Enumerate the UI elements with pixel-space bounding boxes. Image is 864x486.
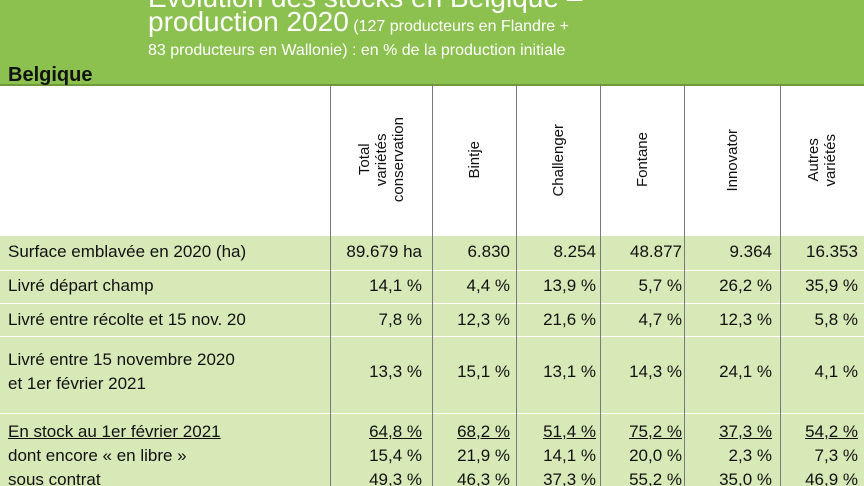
cell-bintje: 15,1 % — [457, 362, 510, 381]
cell-fontane: 55,2 % — [629, 470, 682, 486]
row-label: Livré entre 15 novembre 2020 — [8, 350, 235, 369]
cell-bintje: 4,4 % — [466, 276, 510, 295]
cell-innovator: 12,3 % — [719, 310, 772, 329]
cell-innovator: 35,0 % — [719, 470, 772, 486]
column-divider — [684, 84, 685, 486]
cell-innovator: 2,3 % — [728, 446, 772, 465]
column-header-autres: Autres variétés — [805, 133, 839, 187]
title-main: production 2020 — [148, 6, 349, 37]
cell-total: 15,4 % — [369, 446, 422, 465]
cell-autres: 46,9 % — [805, 470, 858, 486]
title-line-3: 83 producteurs en Wallonie) : en % de la… — [148, 42, 566, 59]
column-divider — [600, 84, 601, 486]
title-banner: Evolution des stocks en Belgique – produ… — [0, 0, 864, 84]
cell-challenger: 13,1 % — [543, 362, 596, 381]
row-label-continued: et 1er février 2021 — [8, 374, 146, 393]
corner-label: Belgique — [8, 64, 93, 86]
cell-fontane: 4,7 % — [638, 310, 682, 329]
cell-challenger: 13,9 % — [543, 276, 596, 295]
cell-fontane: 20,0 % — [629, 446, 682, 465]
row-label: Surface emblavée en 2020 (ha) — [8, 242, 247, 261]
column-header-fontane: Fontane — [633, 132, 651, 188]
cell-autres: 54,2 % — [805, 422, 858, 441]
column-header-bintje: Bintje — [465, 141, 483, 179]
row-label: En stock au 1er février 2021 — [8, 422, 221, 441]
cell-autres: 7,3 % — [814, 446, 858, 465]
column-divider — [516, 84, 517, 486]
title-line-2: production 2020 (127 producteurs en Flan… — [148, 6, 569, 38]
column-divider — [780, 84, 781, 486]
row-label: sous contrat — [8, 470, 101, 486]
cell-total: 14,1 % — [369, 276, 422, 295]
column-header-challenger: Challenger — [549, 123, 567, 197]
cell-innovator: 9.364 — [729, 242, 772, 261]
title-subtitle: (127 producteurs en Flandre + — [348, 18, 569, 35]
cell-challenger: 21,6 % — [543, 310, 596, 329]
cell-autres: 16.353 — [806, 242, 858, 261]
title-line-1: Evolution des stocks en Belgique – — [148, 0, 582, 14]
cell-bintje: 12,3 % — [457, 310, 510, 329]
cell-fontane: 48.877 — [630, 242, 682, 261]
cell-total: 13,3 % — [369, 362, 422, 381]
cell-bintje: 21,9 % — [457, 446, 510, 465]
cell-innovator: 37,3 % — [719, 422, 772, 441]
cell-fontane: 5,7 % — [638, 276, 682, 295]
cell-challenger: 8.254 — [553, 242, 596, 261]
cell-bintje: 46,3 % — [457, 470, 510, 486]
cell-innovator: 24,1 % — [719, 362, 772, 381]
cell-total: 49,3 % — [369, 470, 422, 486]
cell-total: 64,8 % — [369, 422, 422, 441]
cell-bintje: 68,2 % — [457, 422, 510, 441]
column-header-innovator: Innovator — [723, 128, 741, 192]
row-label: Livré départ champ — [8, 276, 154, 295]
cell-autres: 35,9 % — [805, 276, 858, 295]
row-label: Livré entre récolte et 15 nov. 20 — [8, 310, 246, 329]
cell-challenger: 37,3 % — [543, 470, 596, 486]
column-header-total: Total variétés conservation — [355, 117, 407, 203]
cell-innovator: 26,2 % — [719, 276, 772, 295]
cell-challenger: 14,1 % — [543, 446, 596, 465]
cell-bintje: 6.830 — [467, 242, 510, 261]
cell-autres: 5,8 % — [814, 310, 858, 329]
cell-total: 7,8 % — [378, 310, 422, 329]
cell-challenger: 51,4 % — [543, 422, 596, 441]
row-label: dont encore « en libre » — [8, 446, 187, 465]
column-divider — [330, 84, 331, 486]
cell-autres: 4,1 % — [814, 362, 858, 381]
column-divider — [432, 84, 433, 486]
cell-fontane: 14,3 % — [629, 362, 682, 381]
cell-total: 89.679 ha — [346, 242, 422, 261]
cell-fontane: 75,2 % — [629, 422, 682, 441]
